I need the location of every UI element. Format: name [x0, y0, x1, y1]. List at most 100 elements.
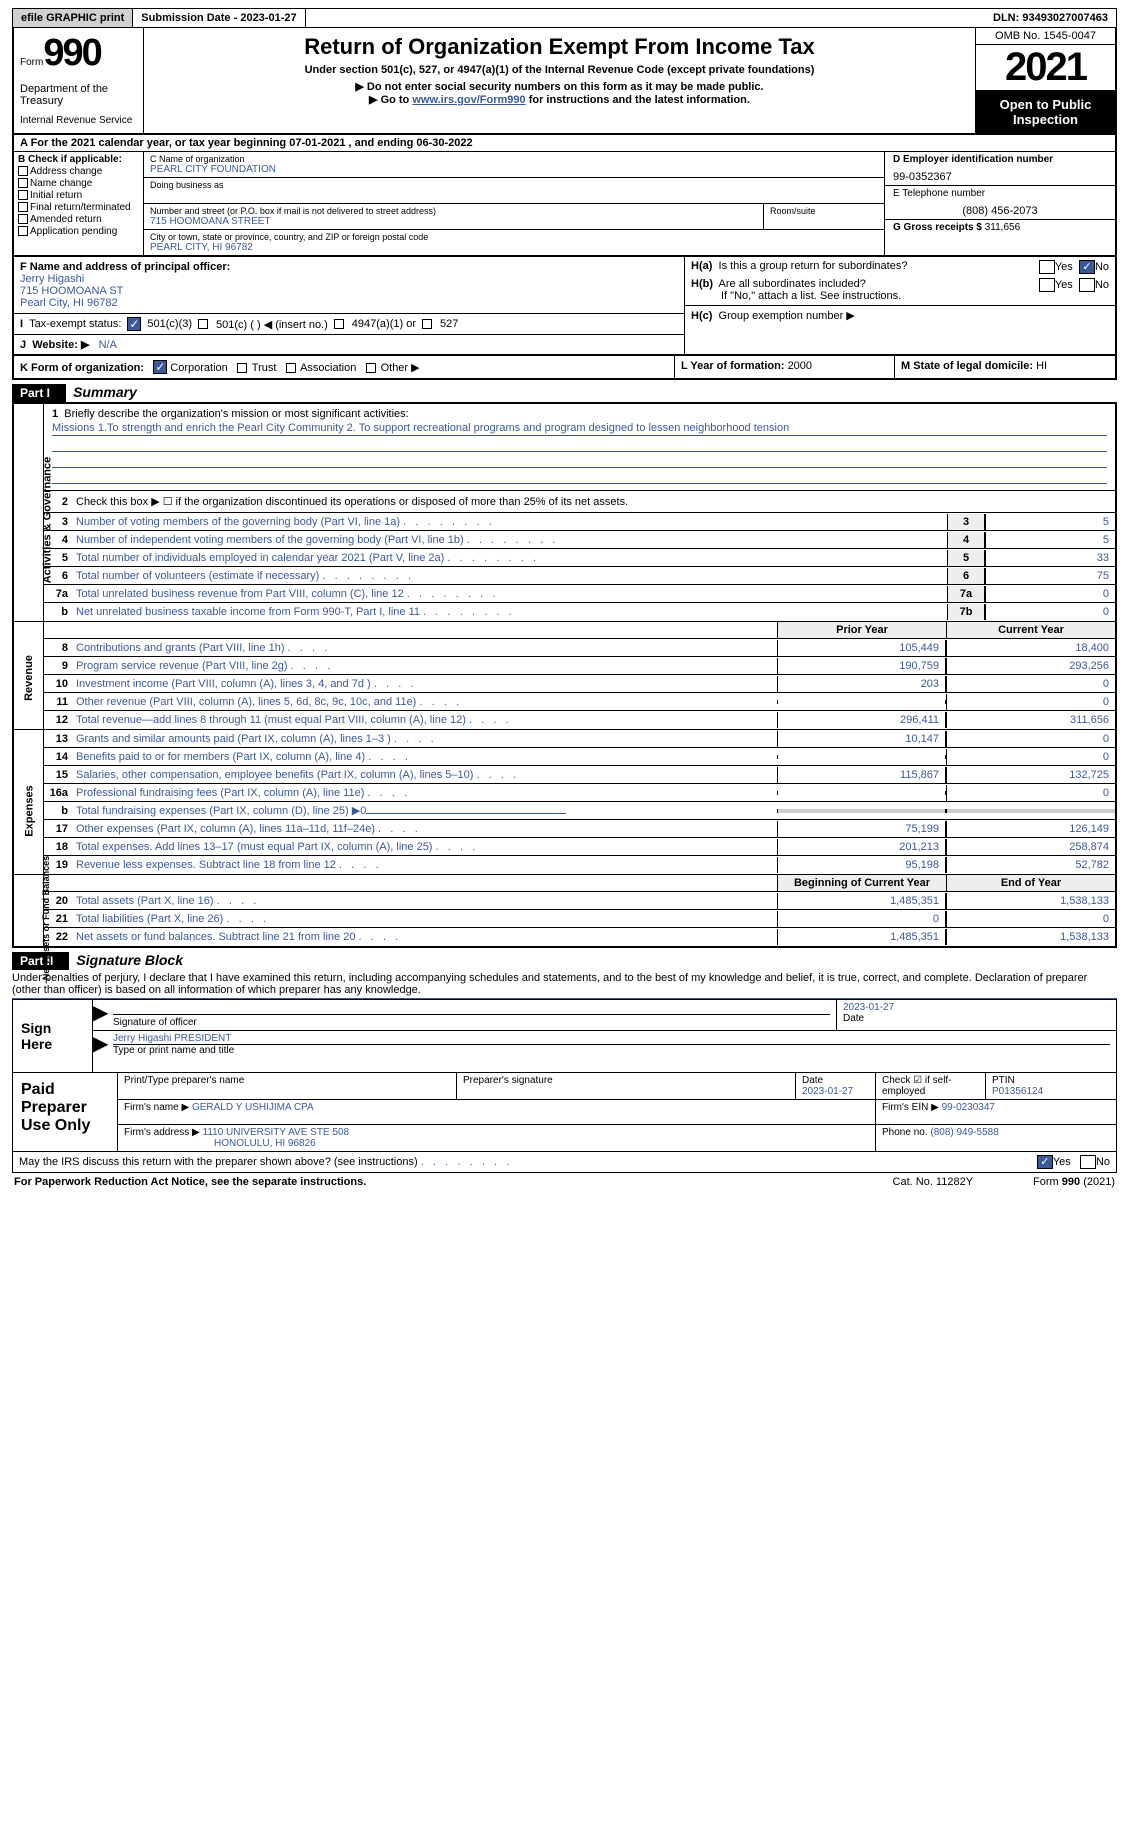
signature-intro: Under penalties of perjury, I declare th…: [12, 970, 1117, 999]
summary-line: 14 Benefits paid to or for members (Part…: [44, 748, 1115, 766]
hc-text: Group exemption number ▶: [719, 310, 855, 322]
current-value: 0: [946, 694, 1115, 710]
line-value: 5: [985, 514, 1115, 530]
dba-value: [150, 190, 878, 201]
chk-4947[interactable]: [334, 319, 344, 329]
efile-print-button[interactable]: efile GRAPHIC print: [13, 9, 133, 27]
org-name-value: PEARL CITY FOUNDATION: [150, 164, 878, 175]
discuss-yes-box[interactable]: ✓: [1037, 1155, 1053, 1169]
header-right: OMB No. 1545-0047 2021 Open to Public In…: [975, 28, 1115, 133]
firm-name-cell: Firm's name ▶ GERALD Y USHIJIMA CPA: [118, 1100, 876, 1124]
prep-row-2: Firm's name ▶ GERALD Y USHIJIMA CPA Firm…: [118, 1100, 1116, 1125]
summary-line: 18 Total expenses. Add lines 13–17 (must…: [44, 838, 1115, 856]
line-text: Other expenses (Part IX, column (A), lin…: [72, 821, 777, 837]
row-j-label: J: [20, 339, 26, 351]
line-text: Revenue less expenses. Subtract line 18 …: [72, 857, 777, 873]
line-num: 8: [44, 640, 72, 656]
row-j: J Website: ▶ N/A: [14, 335, 684, 354]
officer-sig-cell[interactable]: Signature of officer: [107, 1000, 836, 1030]
mission-label: Briefly describe the organization's miss…: [64, 408, 408, 420]
form-ref: Form 990 (2021): [1033, 1176, 1115, 1188]
city-value: PEARL CITY, HI 96782: [150, 242, 878, 253]
prior-value: 115,867: [777, 767, 946, 783]
revenue-section: Revenue Prior Year Current Year 8 Contri…: [14, 622, 1115, 730]
sig-officer-label: Signature of officer: [113, 1014, 830, 1028]
fiscal-end: 06-30-2022: [416, 137, 472, 149]
chk-trust[interactable]: [237, 363, 247, 373]
open-to-public: Open to Public Inspection: [976, 91, 1115, 133]
line-text: Number of voting members of the governin…: [72, 514, 947, 530]
ha-no-box[interactable]: ✓: [1079, 260, 1095, 274]
ha-yes-box[interactable]: [1039, 260, 1055, 274]
chk-501c[interactable]: [198, 319, 208, 329]
row-l: L Year of formation: 2000: [675, 356, 895, 378]
opt-4947: 4947(a)(1) or: [352, 318, 416, 330]
prior-value: 95,198: [777, 857, 946, 873]
side-netassets: Net Assets or Fund Balances: [14, 875, 44, 946]
main-title: Return of Organization Exempt From Incom…: [154, 34, 965, 60]
side-expenses: Expenses: [14, 730, 44, 874]
summary-line: 22 Net assets or fund balances. Subtract…: [44, 928, 1115, 946]
chk-527[interactable]: [422, 319, 432, 329]
klm-row: K Form of organization: ✓ Corporation Tr…: [12, 356, 1117, 380]
box-b: B Check if applicable: Address change Na…: [14, 152, 144, 255]
city-label: City or town, state or province, country…: [150, 232, 878, 242]
box-h: H(a) Is this a group return for subordin…: [685, 257, 1115, 354]
firm-addr-cell: Firm's address ▶ 1110 UNIVERSITY AVE STE…: [118, 1125, 876, 1151]
chk-name-change[interactable]: Name change: [18, 178, 139, 189]
line-box: 5: [947, 550, 985, 566]
side-revenue: Revenue: [14, 622, 44, 729]
current-value: 258,874: [946, 839, 1115, 855]
discuss-no-box[interactable]: [1080, 1155, 1096, 1169]
arrow-icon: ▶: [93, 1000, 107, 1030]
prior-value: 75,199: [777, 821, 946, 837]
ein-label: D Employer identification number: [893, 154, 1107, 165]
chk-final-return[interactable]: Final return/terminated: [18, 202, 139, 213]
summary-line: 4 Number of independent voting members o…: [44, 531, 1115, 549]
begin-year-hdr: Beginning of Current Year: [777, 875, 946, 891]
current-value: 0: [946, 731, 1115, 747]
sign-here-table: Sign Here ▶ Signature of officer 2023-01…: [12, 999, 1117, 1073]
dba-row: Doing business as: [144, 178, 884, 204]
chk-amended-return[interactable]: Amended return: [18, 214, 139, 225]
row-i-label: I: [20, 318, 23, 330]
street-row: Number and street (or P.O. box if mail i…: [144, 204, 884, 230]
current-value: 0: [946, 676, 1115, 692]
activities-section: Activities & Governance 1 Briefly descri…: [14, 404, 1115, 622]
chk-corporation[interactable]: ✓: [153, 360, 167, 374]
chk-association[interactable]: [286, 363, 296, 373]
chk-501c3[interactable]: ✓: [127, 317, 141, 331]
checkbox-icon: [18, 214, 28, 224]
subtitle: Under section 501(c), 527, or 4947(a)(1)…: [154, 64, 965, 76]
chk-initial-return[interactable]: Initial return: [18, 190, 139, 201]
gray-cell: [946, 809, 1115, 813]
name-title-label: Type or print name and title: [113, 1044, 1110, 1056]
prior-value: 190,759: [777, 658, 946, 674]
submission-date-label: Submission Date -: [141, 12, 240, 24]
line-text: Check this box ▶ ☐ if the organization d…: [72, 491, 1115, 512]
chk-address-change[interactable]: Address change: [18, 166, 139, 177]
instr-link: ▶ Go to www.irs.gov/Form990 for instruct…: [154, 93, 965, 106]
form990-link[interactable]: www.irs.gov/Form990: [412, 94, 525, 106]
submission-date-cell: Submission Date - 2023-01-27: [133, 9, 305, 27]
dba-label: Doing business as: [150, 180, 878, 190]
phone-value: (808) 456-2073: [893, 199, 1107, 217]
gross-receipts-row: G Gross receipts $ 311,656: [885, 220, 1115, 255]
row-i: I Tax-exempt status: ✓501(c)(3) 501(c) (…: [14, 314, 684, 335]
summary-line: 7a Total unrelated business revenue from…: [44, 585, 1115, 603]
end-year-hdr: End of Year: [946, 875, 1115, 891]
prior-value: 105,449: [777, 640, 946, 656]
chk-other[interactable]: [366, 363, 376, 373]
ein-row: D Employer identification number 99-0352…: [885, 152, 1115, 186]
checkbox-icon: [18, 166, 28, 176]
side-activities: Activities & Governance: [14, 404, 44, 621]
hb-no-box[interactable]: [1079, 278, 1095, 292]
hb-yes-box[interactable]: [1039, 278, 1055, 292]
officer-label: F Name and address of principal officer:: [20, 261, 678, 273]
sig-date-cell: 2023-01-27 Date: [836, 1000, 1116, 1030]
chk-application-pending[interactable]: Application pending: [18, 226, 139, 237]
paperwork-notice: For Paperwork Reduction Act Notice, see …: [14, 1176, 366, 1188]
line-text: Salaries, other compensation, employee b…: [72, 767, 777, 783]
prior-value: [777, 755, 946, 759]
line-text: Total revenue—add lines 8 through 11 (mu…: [72, 712, 777, 728]
